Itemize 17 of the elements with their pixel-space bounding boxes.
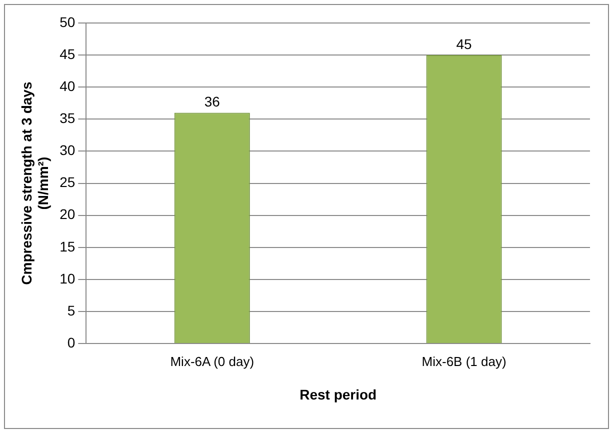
data-label: 36 — [204, 94, 220, 110]
y-tick-label: 35 — [60, 110, 76, 126]
y-tick-label: 10 — [60, 270, 76, 286]
data-label: 45 — [456, 36, 472, 52]
y-tick-label: 50 — [60, 14, 76, 30]
x-axis-title: Rest period — [300, 386, 377, 402]
y-axis-title: Cmpressive strength at 3 days (N/mm²) — [18, 82, 52, 285]
x-tick-label: Mix-6B (1 day) — [422, 354, 506, 369]
y-tick-label: 45 — [60, 46, 76, 62]
y-tick-label: 30 — [60, 142, 76, 158]
y-tick-label: 0 — [67, 334, 76, 350]
y-tick-label: 20 — [60, 206, 76, 222]
y-tick-label: 25 — [60, 174, 76, 190]
y-tick-label: 5 — [67, 302, 76, 318]
y-tick-label: 40 — [60, 78, 76, 94]
x-tick-label: Mix-6A (0 day) — [170, 354, 254, 369]
y-tick-label: 15 — [60, 238, 76, 254]
